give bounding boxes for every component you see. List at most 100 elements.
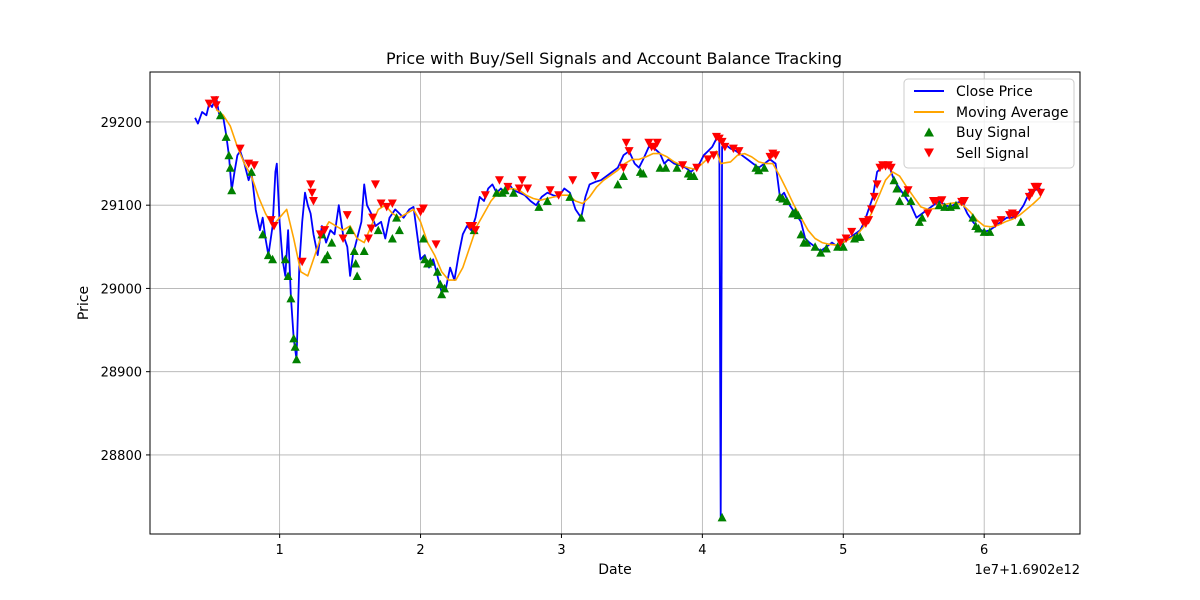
buy-signal-marker bbox=[951, 200, 961, 210]
buy-signal-marker bbox=[689, 171, 699, 181]
sell-signal-marker bbox=[872, 180, 882, 189]
legend-box bbox=[903, 78, 1075, 169]
buy-signal-marker bbox=[352, 271, 362, 280]
buy-signal-marker bbox=[816, 248, 826, 257]
y-tick-label: 28800 bbox=[101, 449, 142, 464]
buy-signal-marker bbox=[289, 333, 299, 343]
buy-signal-marker bbox=[440, 283, 449, 293]
ticks: 1 2 3 4 5 6 28800 28900 29000 29100 29200 bbox=[101, 116, 989, 558]
buy-signal-marker bbox=[793, 210, 803, 220]
buy-signal-marker bbox=[618, 171, 628, 181]
sell-signal-marker bbox=[211, 101, 221, 110]
sell-signal-marker bbox=[717, 137, 727, 147]
buy-signal-marker bbox=[1016, 217, 1026, 226]
plot-area bbox=[194, 96, 1046, 522]
sell-signal-marker bbox=[590, 172, 600, 181]
legend-sell-marker bbox=[924, 148, 934, 158]
buy-signal-marker bbox=[796, 229, 806, 239]
buy-signal-marker bbox=[655, 163, 665, 172]
sell-signal-marker bbox=[471, 226, 480, 235]
sell-signal-marker bbox=[266, 216, 276, 225]
buy-signal-marker bbox=[979, 227, 989, 236]
sell-signal-marker bbox=[931, 197, 941, 206]
buy-signal-marker bbox=[227, 185, 237, 195]
y-tick-label: 28900 bbox=[101, 366, 142, 381]
sell-signal-marker bbox=[568, 176, 578, 185]
buy-signal-marker bbox=[268, 254, 278, 264]
sell-signal-marker bbox=[503, 182, 513, 192]
x-axis-label: Date bbox=[598, 562, 631, 578]
buy-signal-marker bbox=[432, 267, 442, 276]
buy-signal-marker bbox=[889, 175, 899, 185]
buy-signal-marker bbox=[225, 163, 235, 172]
buy-signal-marker bbox=[802, 238, 812, 247]
buy-signal-marker bbox=[968, 213, 978, 222]
sell-signal-marker bbox=[864, 216, 874, 225]
buy-signal-marker bbox=[717, 512, 727, 522]
sell-signal-marker bbox=[514, 184, 524, 194]
buy-signal-marker bbox=[323, 250, 333, 260]
buy-signal-marker bbox=[782, 196, 792, 206]
sell-signal-marker bbox=[1036, 188, 1046, 198]
sell-signal-marker bbox=[342, 211, 352, 220]
sell-signal-marker bbox=[338, 234, 348, 243]
sell-signal-marker bbox=[297, 257, 307, 267]
buy-signal-marker bbox=[292, 354, 302, 364]
sell-signal-marker bbox=[235, 144, 245, 154]
buy-signal-marker bbox=[810, 242, 820, 251]
legend-buy-marker bbox=[924, 127, 934, 137]
sell-signal-marker bbox=[366, 224, 376, 233]
moving-average-line bbox=[215, 108, 1042, 281]
buy-signal-marker bbox=[351, 258, 361, 268]
x-offset-label: 1e7+1.6902e12 bbox=[975, 563, 1080, 578]
chart-title: Price with Buy/Sell Signals and Account … bbox=[386, 49, 842, 68]
y-tick-label: 29000 bbox=[101, 282, 142, 297]
buy-signal-marker bbox=[280, 254, 290, 264]
buy-signal-marker bbox=[221, 132, 231, 141]
sell-signal-marker bbox=[709, 151, 719, 160]
sell-signal-marker bbox=[624, 147, 634, 156]
buy-signal-marker bbox=[906, 196, 916, 206]
sell-signal-marker bbox=[382, 202, 392, 212]
buy-signal-marker bbox=[613, 179, 623, 189]
sell-signal-marker bbox=[847, 227, 857, 237]
sell-signal-marker bbox=[249, 161, 259, 170]
x-tick-label: 2 bbox=[416, 543, 424, 558]
sell-signal-marker bbox=[545, 186, 555, 195]
sell-signal-marker bbox=[363, 234, 373, 243]
sell-signal-marker bbox=[387, 199, 397, 209]
buy-signal-marker bbox=[821, 243, 831, 253]
sell-signal-marker bbox=[320, 226, 330, 235]
buy-signal-marker bbox=[425, 257, 435, 266]
sell-signal-marker bbox=[652, 138, 662, 148]
buy-signal-marker bbox=[892, 184, 902, 193]
sell-signal-marker bbox=[720, 142, 730, 152]
sell-signal-marker bbox=[1010, 211, 1020, 220]
sell-signal-marker bbox=[1027, 188, 1037, 198]
buy-signal-marker bbox=[283, 271, 293, 280]
sell-signal-marker bbox=[308, 197, 318, 206]
buy-signal-marker bbox=[418, 233, 428, 243]
sell-signal-marker bbox=[210, 96, 220, 105]
buy-signal-marker bbox=[286, 293, 296, 303]
buy-signal-marker bbox=[392, 213, 402, 222]
sell-signal-marker bbox=[937, 196, 947, 205]
sell-signal-marker bbox=[307, 188, 317, 198]
buy-signal-marker bbox=[934, 200, 944, 210]
buy-signal-marker bbox=[258, 229, 268, 239]
sell-signal-marker bbox=[923, 209, 933, 219]
buy-signal-marker bbox=[345, 225, 355, 235]
buy-signal-marker bbox=[509, 188, 519, 197]
buy-signal-marker bbox=[838, 242, 848, 251]
buy-signal-marker bbox=[437, 289, 447, 299]
buy-signal-marker bbox=[661, 163, 671, 172]
sell-signal-marker bbox=[370, 180, 380, 189]
sell-signal-marker bbox=[431, 240, 441, 249]
buy-signal-marker bbox=[387, 233, 397, 243]
buy-signal-marker bbox=[290, 342, 300, 351]
legend-close-label: Close Price bbox=[956, 84, 1033, 100]
buy-signal-marker bbox=[373, 225, 383, 235]
sell-signal-marker bbox=[494, 176, 504, 185]
sell-signal-marker bbox=[771, 151, 781, 160]
